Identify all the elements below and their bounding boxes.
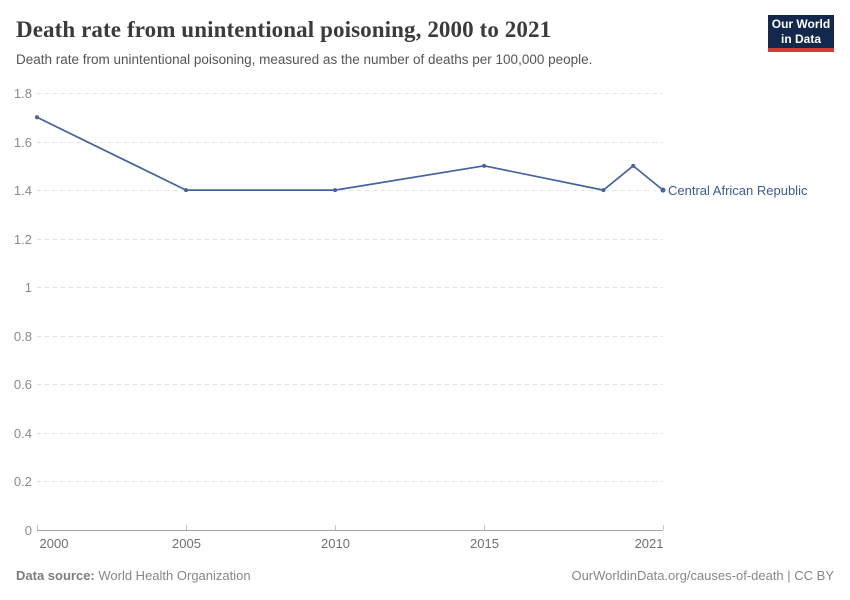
license-note: OurWorldinData.org/causes-of-death | CC … xyxy=(571,568,834,583)
data-point[interactable] xyxy=(333,188,338,193)
y-tick-label: 0.6 xyxy=(14,377,32,392)
y-tick-label: 1 xyxy=(25,280,32,295)
y-tick-label: 0.2 xyxy=(14,474,32,489)
y-tick-label: 1.4 xyxy=(14,183,32,198)
y-tick-label: 0 xyxy=(25,523,32,538)
x-tick-label: 2021 xyxy=(635,536,664,551)
data-point[interactable] xyxy=(660,187,666,193)
owid-logo-line2: in Data xyxy=(780,32,821,46)
x-tick-label: 2005 xyxy=(172,536,201,551)
data-source-note: Data source: World Health Organization xyxy=(16,568,251,583)
y-tick-label: 1.2 xyxy=(14,232,32,247)
owid-logo[interactable]: Our World in Data xyxy=(768,15,834,52)
chart-subtitle: Death rate from unintentional poisoning,… xyxy=(16,52,593,67)
y-tick-label: 0.4 xyxy=(14,426,32,441)
data-point[interactable] xyxy=(184,188,189,193)
x-tick-label: 2010 xyxy=(321,536,350,551)
owid-logo-line1: Our World xyxy=(771,17,831,31)
y-tick-label: 0.8 xyxy=(14,329,32,344)
data-point[interactable] xyxy=(482,163,487,168)
data-source-label: Data source: xyxy=(16,568,95,583)
chart-title: Death rate from unintentional poisoning,… xyxy=(16,17,552,42)
data-source-value: World Health Organization xyxy=(94,568,251,583)
x-tick-label: 2015 xyxy=(470,536,499,551)
y-tick-label: 1.6 xyxy=(14,135,32,150)
chart-footer: Data source: World Health Organization O… xyxy=(16,568,834,583)
series-entity-label[interactable]: Central African Republic xyxy=(668,183,808,198)
x-tick-label: 2000 xyxy=(40,536,69,551)
data-point[interactable] xyxy=(631,163,636,168)
data-point[interactable] xyxy=(601,188,606,193)
line-series[interactable] xyxy=(36,116,664,191)
y-tick-label: 1.8 xyxy=(14,86,32,101)
data-point[interactable] xyxy=(35,115,39,120)
